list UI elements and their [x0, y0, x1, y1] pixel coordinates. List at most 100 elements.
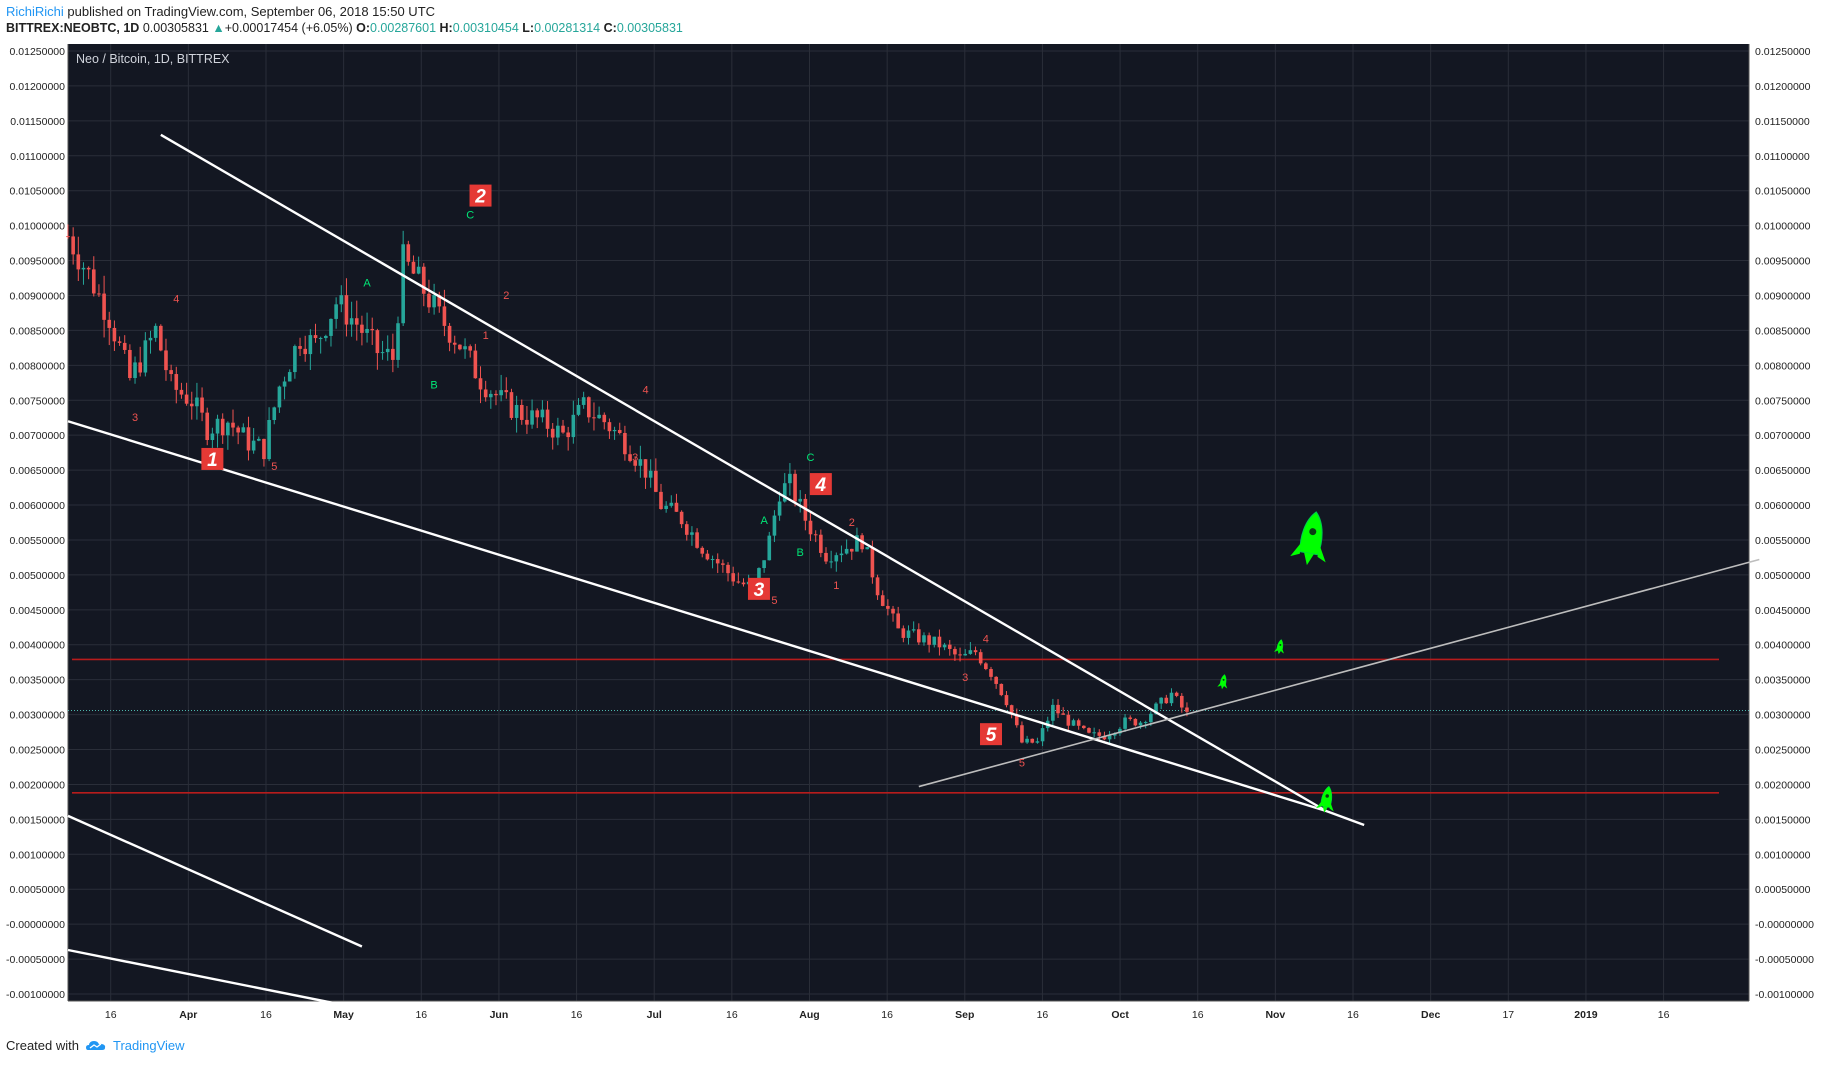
trendline[interactable]	[918, 558, 1760, 788]
wave-label: A	[760, 515, 768, 527]
rocket-icon	[1315, 785, 1334, 813]
y-tick-label: 0.01100000	[10, 151, 65, 163]
candle-body	[834, 555, 839, 562]
candle-body	[107, 319, 112, 328]
candle-body	[684, 524, 689, 535]
candle-body	[1009, 705, 1014, 715]
candle-body	[159, 325, 163, 351]
candle-body	[509, 392, 514, 418]
candle-body	[1107, 735, 1112, 740]
wave-box	[201, 447, 224, 470]
candle-body	[1051, 704, 1055, 721]
candle-body	[798, 498, 803, 502]
candle-body	[1123, 717, 1127, 729]
tradingview-link[interactable]: TradingView	[112, 1038, 185, 1053]
trendline[interactable]	[160, 133, 1327, 813]
candle-body	[849, 548, 854, 552]
publish-text: published on TradingView.com, September …	[67, 4, 436, 19]
candle-body	[205, 412, 210, 440]
candle-body	[958, 654, 962, 656]
y-tick-label: -0.00050000	[6, 954, 65, 966]
candle-body	[267, 419, 271, 460]
y-tick-label: 0.00150000	[1755, 814, 1811, 826]
last-price: 0.00305831	[142, 21, 209, 35]
candle-body	[179, 389, 184, 395]
wave-label: 1	[833, 580, 839, 592]
candle-body	[432, 295, 436, 308]
tradingview-cloud-icon	[85, 1041, 106, 1050]
y-tick-label: 0.00250000	[1755, 745, 1811, 757]
x-tick-label: 16	[1037, 1009, 1049, 1021]
candle-body	[927, 635, 931, 645]
y-tick-label: 0.00050000	[1755, 884, 1811, 896]
candle-body	[344, 295, 349, 325]
candle-body	[421, 266, 426, 294]
candle-body	[287, 372, 292, 382]
x-tick-label: 16	[260, 1009, 272, 1021]
y-tick-label: 0.00700000	[10, 430, 66, 442]
y-tick-label: 0.00500000	[10, 570, 66, 582]
candle-body	[556, 425, 560, 438]
footer: Created with TradingView	[6, 1038, 185, 1053]
candle-body	[772, 515, 777, 536]
x-tick-label: 16	[1658, 1009, 1670, 1021]
wave-box-number: 3	[754, 580, 765, 601]
candle-body	[122, 342, 127, 350]
candle-body	[241, 427, 246, 433]
rocket-flame	[1304, 552, 1314, 566]
candle-body	[942, 644, 947, 648]
price-chart[interactable]: 0.01250000 0.01200000 0.01150000 0.01100000…	[0, 44, 1831, 1034]
candle-body	[473, 350, 478, 379]
candle-body	[401, 244, 405, 324]
candle-body	[978, 652, 983, 664]
wave-box	[747, 577, 770, 600]
candle-body	[813, 534, 818, 536]
candle-body	[617, 429, 622, 434]
candle-body	[999, 683, 1004, 696]
candle-body	[679, 511, 684, 525]
y-tick-label: 0.00450000	[10, 605, 66, 617]
candle-body	[1087, 728, 1091, 733]
y-tick-label: 0.00650000	[10, 465, 66, 477]
candle-body	[1076, 720, 1081, 726]
trendline[interactable]	[67, 420, 1327, 813]
candle-body	[566, 432, 570, 438]
candle-body	[855, 535, 859, 552]
candle-body	[659, 491, 663, 510]
trendline[interactable]	[67, 814, 363, 948]
author-name[interactable]: RichiRichi	[6, 4, 64, 19]
rocket-markers	[1217, 511, 1334, 813]
candle-body	[71, 236, 75, 255]
y-tick-label: 0.00350000	[1755, 675, 1811, 687]
candle-body	[329, 318, 333, 336]
candle-body	[236, 427, 240, 433]
y-tick-label: 0.00350000	[10, 675, 66, 687]
x-tick-label: Aug	[799, 1009, 819, 1021]
candle-body	[76, 254, 81, 270]
candle-body	[989, 669, 993, 677]
trendline[interactable]	[67, 948, 352, 1008]
rocket-icon	[1274, 639, 1284, 655]
publish-info: RichiRichi published on TradingView.com,…	[6, 4, 435, 19]
symbol-label: BITTREX:NEOBTC, 1D	[6, 21, 140, 35]
y-tick-label: 0.00900000	[1755, 290, 1811, 302]
rocket-fins	[1217, 682, 1228, 689]
wave-label: 5	[1019, 757, 1025, 769]
candle-body	[334, 304, 338, 319]
x-tick-label: 16	[881, 1009, 893, 1021]
candle-body	[819, 534, 823, 553]
candle-body	[592, 417, 596, 419]
candle-body	[829, 561, 833, 563]
y-tick-label: 0.01250000	[10, 46, 66, 58]
candle-body	[489, 393, 493, 398]
candle-body	[793, 473, 797, 502]
candle-body	[380, 352, 385, 354]
y-tick-label: 0.00900000	[10, 290, 66, 302]
candle-body	[246, 427, 251, 451]
wave-label: 5	[271, 461, 277, 473]
wave-box-number: 1	[207, 450, 218, 471]
candle-body	[148, 337, 153, 341]
candle-body	[530, 410, 534, 425]
trendlines[interactable]	[67, 133, 1760, 1008]
trendline-extension[interactable]	[1325, 809, 1365, 827]
